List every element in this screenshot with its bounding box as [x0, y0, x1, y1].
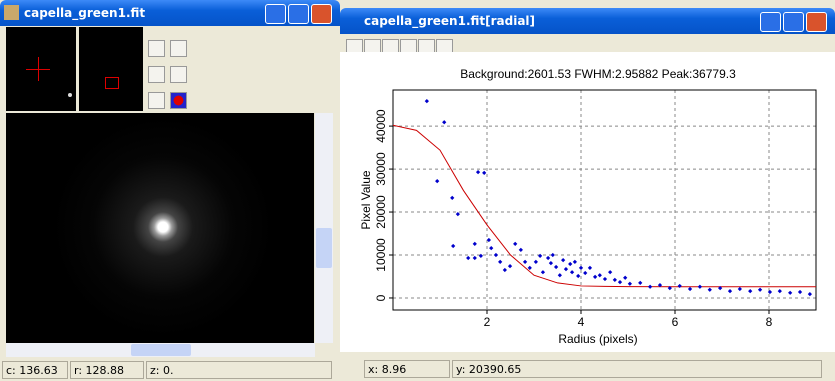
x-axis-label: Radius (pixels) — [558, 332, 637, 346]
image-window: capella_green1.fit c: 136.63 r: 128.88 z… — [0, 0, 340, 381]
status-x: x: 8.96 — [364, 360, 450, 378]
zoom-thumbnail — [79, 27, 143, 111]
pointer-tool[interactable] — [148, 92, 165, 109]
app-icon — [344, 14, 359, 27]
vertical-scrollbar[interactable] — [315, 113, 333, 343]
status-r: r: 128.88 — [70, 361, 144, 379]
thumbnail — [6, 27, 76, 111]
chart-background — [340, 52, 835, 352]
y-tick-label: 30000 — [374, 152, 388, 186]
minimize-button[interactable] — [760, 12, 781, 32]
title-bar: capella_green1.fit — [0, 0, 340, 26]
y-axis-label: Pixel Value — [359, 170, 373, 229]
status-y: y: 20390.65 — [452, 360, 822, 378]
app-icon — [4, 5, 19, 20]
status-z: z: 0. — [146, 361, 332, 379]
minimize-button[interactable] — [265, 4, 286, 24]
zoom-tool[interactable] — [148, 40, 165, 57]
x-tick-label: 2 — [484, 315, 491, 329]
y-tick-label: 40000 — [374, 109, 388, 143]
chart-title: Background:2601.53 FWHM:2.95882 Peak:367… — [460, 67, 736, 81]
close-button[interactable] — [806, 12, 827, 32]
target-tool[interactable] — [170, 40, 187, 57]
color-tool[interactable] — [170, 92, 187, 109]
sum-tool[interactable] — [170, 66, 187, 83]
maximize-button[interactable] — [288, 4, 309, 24]
maximize-button[interactable] — [783, 12, 804, 32]
pan-tool[interactable] — [148, 66, 165, 83]
desktop: capella_green1.fit c: 136.63 r: 128.88 z… — [0, 0, 835, 381]
y-tick-label: 10000 — [374, 238, 388, 272]
y-tick-label: 20000 — [374, 195, 388, 229]
image-view — [6, 113, 314, 343]
horizontal-scrollbar[interactable] — [6, 343, 315, 357]
title-bar: capella_green1.fit[radial] — [340, 8, 835, 34]
window-title: capella_green1.fit[radial] — [364, 14, 535, 28]
status-c: c: 136.63 — [2, 361, 68, 379]
chart: Background:2601.53 FWHM:2.95882 Peak:367… — [340, 52, 835, 352]
x-tick-label: 8 — [766, 315, 773, 329]
x-tick-label: 4 — [578, 315, 585, 329]
y-tick-label: 0 — [374, 294, 388, 301]
close-button[interactable] — [311, 4, 332, 24]
x-tick-label: 6 — [672, 315, 679, 329]
window-title: capella_green1.fit — [24, 6, 145, 20]
